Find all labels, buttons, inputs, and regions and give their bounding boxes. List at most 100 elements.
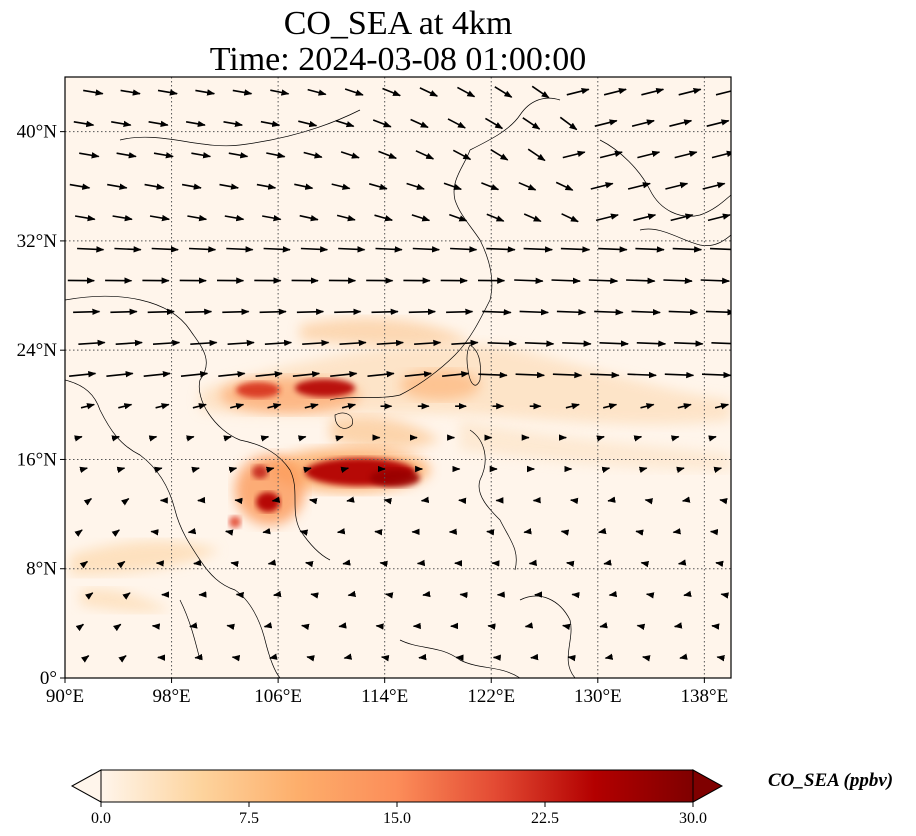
wind-arrow <box>335 119 355 128</box>
wind-arrow <box>481 182 500 191</box>
wind-arrow <box>305 560 314 568</box>
wind-arrow <box>69 370 97 378</box>
wind-arrow <box>446 308 474 315</box>
wind-arrow <box>560 246 591 253</box>
wind-arrow <box>186 435 195 442</box>
wind-arrow <box>304 403 319 410</box>
wind-arrow <box>336 528 346 535</box>
colorbar-tick-label: 0.0 <box>91 810 111 827</box>
wind-arrow <box>644 498 654 505</box>
wind-arrow <box>116 466 126 473</box>
wind-arrow <box>519 309 549 316</box>
wind-arrow <box>144 183 165 190</box>
wind-arrow <box>523 528 532 535</box>
wind-arrow <box>419 87 439 97</box>
wind-arrow <box>148 120 169 128</box>
wind-arrow <box>641 87 665 96</box>
wind-arrow <box>670 213 694 222</box>
wind-arrow <box>594 309 624 316</box>
wind-arrow <box>663 277 693 285</box>
wind-arrow <box>226 246 254 253</box>
wind-arrow <box>267 559 277 566</box>
colorbar-tick-label: 22.5 <box>531 810 559 827</box>
wind-arrow <box>406 182 425 190</box>
wind-arrow <box>487 340 517 347</box>
wind-arrow <box>676 466 685 473</box>
wind-arrow <box>181 183 202 190</box>
wind-arrow <box>335 435 344 442</box>
wind-arrow <box>447 118 466 129</box>
wind-arrow <box>77 246 105 253</box>
colorbar-tick-label: 15.0 <box>383 810 411 827</box>
wind-arrow <box>309 498 318 505</box>
wind-arrow <box>111 120 132 128</box>
wind-arrow <box>85 592 94 600</box>
wind-arrow <box>565 403 580 410</box>
wind-arrow <box>78 339 106 347</box>
wind-arrow <box>528 559 538 566</box>
wind-arrow <box>224 214 245 222</box>
wind-arrow <box>442 370 470 378</box>
wind-arrow <box>672 246 703 253</box>
wind-arrow <box>347 590 357 598</box>
colorbar-gradient <box>100 769 694 803</box>
wind-arrow <box>414 339 442 347</box>
wind-arrow <box>411 214 431 222</box>
wind-arrow <box>228 466 238 473</box>
wind-arrow <box>307 88 327 96</box>
wind-arrow <box>111 529 120 537</box>
wind-arrow <box>79 466 88 473</box>
wind-arrow <box>338 622 347 629</box>
wind-arrow <box>191 466 200 473</box>
wind-arrow <box>715 87 731 96</box>
wind-arrow <box>627 182 651 190</box>
wind-arrow <box>420 496 430 504</box>
wind-arrow <box>296 308 325 315</box>
wind-arrow <box>192 403 207 410</box>
wind-arrow <box>383 498 392 505</box>
wind-arrow <box>265 466 275 473</box>
wind-arrow <box>81 655 90 663</box>
wind-arrow <box>604 653 614 660</box>
wind-arrow <box>478 371 508 379</box>
wind-arrow <box>640 560 650 568</box>
wind-arrow <box>297 435 307 442</box>
wind-arrow <box>640 403 655 410</box>
wind-arrow <box>121 497 130 506</box>
wind-arrow <box>260 120 281 128</box>
wind-arrow <box>556 309 587 316</box>
wind-arrow <box>264 339 293 347</box>
wind-arrow <box>262 214 282 222</box>
wind-arrow <box>706 119 730 127</box>
wind-arrow <box>190 339 218 347</box>
latitude-axis: 0° 8°N 16°N 24°N 32°N 40°N <box>17 122 65 689</box>
wind-arrow <box>219 183 239 190</box>
wind-arrow <box>450 246 478 253</box>
wind-arrow <box>79 152 100 159</box>
wind-arrow <box>187 214 208 222</box>
wind-arrow <box>83 89 104 96</box>
wind-arrow <box>607 496 616 503</box>
wind-arrow <box>294 183 314 190</box>
wind-arrow <box>561 213 579 223</box>
wind-arrow <box>514 277 544 285</box>
wind-arrow <box>673 622 683 629</box>
wind-arrow <box>631 309 661 316</box>
wind-arrow <box>298 120 318 128</box>
wind-arrow <box>299 214 319 222</box>
wind-arrow <box>523 213 542 223</box>
wind-arrow <box>637 150 661 159</box>
wind-arrow <box>110 308 138 315</box>
wind-arrow <box>187 527 197 535</box>
wind-arrow <box>376 339 404 347</box>
wind-arrow <box>270 89 290 96</box>
wind-arrow <box>714 403 730 410</box>
wind-arrow <box>231 655 241 662</box>
colorbar-label: CO_SEA (ppbv) <box>768 770 894 791</box>
wind-arrow <box>515 371 545 379</box>
wind-arrow <box>571 591 580 599</box>
wind-arrow <box>490 149 509 161</box>
wind-arrow <box>185 120 206 128</box>
wind-arrow <box>631 119 655 127</box>
wind-arrow <box>599 150 623 159</box>
